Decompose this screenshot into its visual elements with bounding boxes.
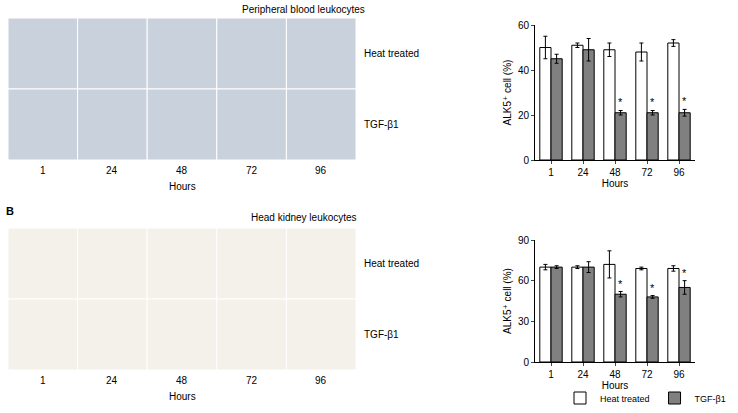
svg-text:1: 1 xyxy=(40,165,46,176)
svg-text:1: 1 xyxy=(548,167,554,178)
svg-text:*: * xyxy=(682,95,687,107)
svg-text:1: 1 xyxy=(548,369,554,380)
svg-text:Head kidney leukocytes: Head kidney leukocytes xyxy=(251,212,357,223)
svg-text:24: 24 xyxy=(577,167,589,178)
svg-text:0: 0 xyxy=(523,155,529,166)
svg-text:1: 1 xyxy=(40,375,46,386)
svg-text:*: * xyxy=(618,278,623,290)
svg-text:72: 72 xyxy=(246,375,258,386)
svg-text:Heat treated: Heat treated xyxy=(364,48,419,59)
svg-text:96: 96 xyxy=(673,369,685,380)
svg-text:90: 90 xyxy=(518,235,530,246)
svg-text:TGF-β1: TGF-β1 xyxy=(695,394,726,404)
svg-text:Hours: Hours xyxy=(602,380,629,391)
svg-text:*: * xyxy=(682,267,687,279)
svg-text:Peripheral blood leukocytes: Peripheral blood leukocytes xyxy=(242,4,365,15)
svg-text:96: 96 xyxy=(315,165,327,176)
svg-text:48: 48 xyxy=(176,165,188,176)
svg-text:60: 60 xyxy=(518,275,530,286)
svg-text:Hours: Hours xyxy=(169,181,196,192)
svg-text:*: * xyxy=(650,282,655,294)
svg-text:96: 96 xyxy=(315,375,327,386)
svg-text:Hours: Hours xyxy=(602,178,629,189)
svg-text:48: 48 xyxy=(176,375,188,386)
svg-text:30: 30 xyxy=(518,316,530,327)
svg-text:96: 96 xyxy=(673,167,685,178)
svg-text:40: 40 xyxy=(518,65,530,76)
svg-text:24: 24 xyxy=(577,369,589,380)
svg-text:0: 0 xyxy=(523,357,529,368)
svg-text:60: 60 xyxy=(518,20,530,31)
svg-text:*: * xyxy=(618,96,623,108)
svg-text:24: 24 xyxy=(106,375,118,386)
svg-text:TGF-β1: TGF-β1 xyxy=(364,119,399,130)
svg-text:ALK5⁺ cell (%): ALK5⁺ cell (%) xyxy=(502,268,513,334)
svg-text:*: * xyxy=(650,96,655,108)
svg-text:48: 48 xyxy=(609,369,621,380)
svg-text:ALK5⁺ cell (%): ALK5⁺ cell (%) xyxy=(502,60,513,126)
svg-text:24: 24 xyxy=(106,165,118,176)
svg-text:B: B xyxy=(6,205,14,217)
svg-text:48: 48 xyxy=(609,167,621,178)
svg-text:TGF-β1: TGF-β1 xyxy=(364,329,399,340)
svg-text:72: 72 xyxy=(246,165,258,176)
svg-text:Heat treated: Heat treated xyxy=(600,394,650,404)
svg-text:Hours: Hours xyxy=(169,391,196,402)
svg-text:Heat treated: Heat treated xyxy=(364,258,419,269)
svg-text:72: 72 xyxy=(641,167,653,178)
svg-text:20: 20 xyxy=(518,110,530,121)
svg-text:72: 72 xyxy=(641,369,653,380)
